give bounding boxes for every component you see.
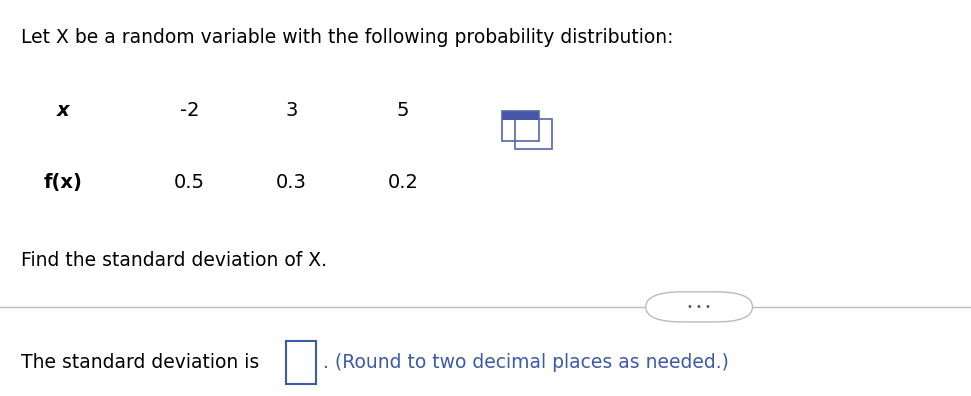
FancyBboxPatch shape: [502, 111, 539, 120]
Text: Find the standard deviation of X.: Find the standard deviation of X.: [21, 251, 327, 270]
Text: 0.2: 0.2: [387, 173, 419, 192]
FancyBboxPatch shape: [646, 292, 753, 322]
Text: 5: 5: [397, 101, 409, 120]
Text: • • •: • • •: [687, 302, 711, 312]
Text: . (Round to two decimal places as needed.): . (Round to two decimal places as needed…: [323, 353, 729, 372]
FancyBboxPatch shape: [286, 341, 316, 384]
Text: 3: 3: [285, 101, 297, 120]
Text: f(x): f(x): [44, 173, 83, 192]
Text: x: x: [56, 101, 70, 120]
Text: 0.3: 0.3: [276, 173, 307, 192]
Text: Let X be a random variable with the following probability distribution:: Let X be a random variable with the foll…: [21, 28, 674, 47]
FancyBboxPatch shape: [515, 119, 552, 148]
Text: -2: -2: [180, 101, 199, 120]
Text: 0.5: 0.5: [174, 173, 205, 192]
Text: The standard deviation is: The standard deviation is: [21, 353, 259, 372]
